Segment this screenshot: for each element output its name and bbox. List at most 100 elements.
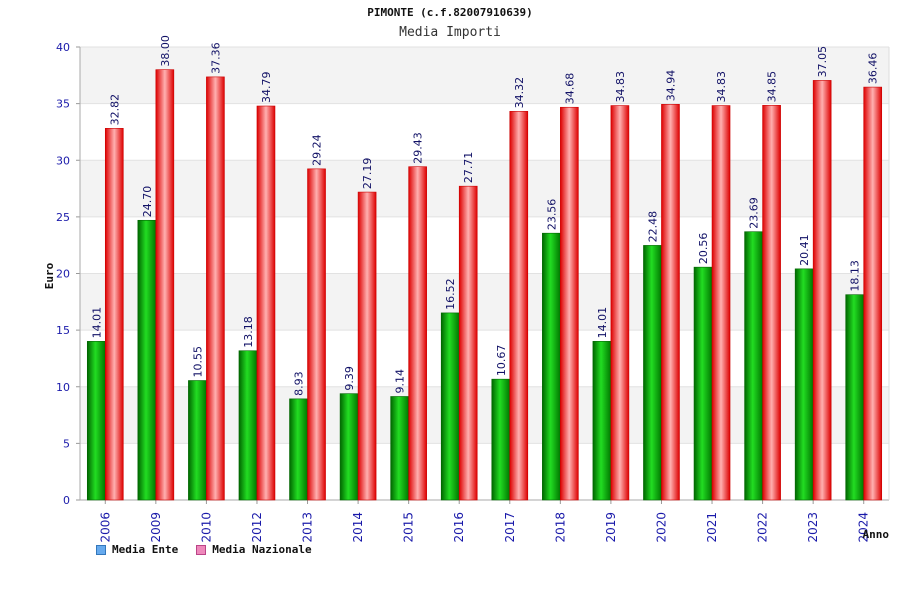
x-tick-label: 2021 bbox=[705, 512, 719, 543]
bar-media-nazionale bbox=[762, 105, 781, 501]
bar-media-ente bbox=[592, 341, 612, 501]
x-tick-label: 2013 bbox=[301, 512, 315, 543]
x-tick-label: 2009 bbox=[149, 512, 163, 543]
bars bbox=[86, 69, 883, 501]
data-label-media-nazionale: 34.83 bbox=[614, 71, 627, 103]
legend-swatch-media-ente bbox=[96, 544, 106, 555]
y-tick-label: 15 bbox=[56, 324, 70, 337]
data-label-media-ente: 23.69 bbox=[748, 197, 761, 229]
legend-label-media-ente: Media Ente bbox=[112, 543, 179, 556]
data-label-media-ente: 8.93 bbox=[293, 371, 306, 396]
y-tick-label: 0 bbox=[63, 494, 70, 507]
y-tick-label: 5 bbox=[63, 437, 70, 450]
chart-title: PIMONTE (c.f.82007910639) bbox=[367, 6, 533, 19]
bar-media-ente bbox=[643, 245, 662, 501]
x-tick-label: 2015 bbox=[402, 512, 416, 543]
data-label-media-ente: 23.56 bbox=[545, 199, 558, 231]
data-labels: 14.01 32.82 24.70 38.00 10.55 37.36 13.18 34.79… bbox=[90, 35, 879, 396]
x-tick-label: 2006 bbox=[98, 512, 112, 543]
legend-label-media-nazionale: Media Nazionale bbox=[212, 543, 312, 556]
y-tick-label: 25 bbox=[56, 211, 70, 224]
data-label-media-nazionale: 27.19 bbox=[361, 158, 374, 190]
data-label-media-nazionale: 34.79 bbox=[260, 72, 273, 104]
x-tick-label: 2012 bbox=[250, 512, 264, 543]
bar-media-nazionale bbox=[661, 104, 680, 501]
data-label-media-nazionale: 32.82 bbox=[108, 94, 121, 126]
bar-media-ente bbox=[137, 219, 157, 501]
data-label-media-nazionale: 34.83 bbox=[715, 71, 728, 103]
legend-item-media-ente: Media Ente bbox=[96, 543, 178, 556]
bar-media-ente bbox=[744, 231, 763, 501]
x-tick-label: 2019 bbox=[604, 512, 618, 543]
data-label-media-ente: 10.67 bbox=[495, 345, 508, 377]
bar-media-nazionale bbox=[711, 105, 731, 501]
bar-media-ente bbox=[339, 393, 359, 501]
bar-media-nazionale bbox=[256, 105, 276, 501]
bar-media-nazionale bbox=[812, 80, 832, 501]
bar-media-nazionale bbox=[863, 86, 883, 501]
y-axis-label: Euro bbox=[43, 262, 56, 289]
data-label-media-nazionale: 27.71 bbox=[462, 152, 475, 184]
x-tick-label: 2016 bbox=[452, 512, 466, 543]
x-tick-label: 2017 bbox=[503, 512, 517, 543]
x-tick-label: 2014 bbox=[351, 512, 365, 543]
legend: Media Ente Media Nazionale bbox=[96, 543, 312, 556]
bar-media-ente bbox=[289, 398, 308, 501]
bar-media-nazionale bbox=[307, 168, 326, 501]
data-label-media-nazionale: 34.94 bbox=[664, 70, 677, 102]
data-label-media-nazionale: 29.43 bbox=[412, 132, 425, 164]
legend-item-media-nazionale: Media Nazionale bbox=[196, 543, 312, 556]
bar-media-ente bbox=[238, 350, 258, 501]
bar-media-ente bbox=[188, 380, 207, 501]
data-label-media-ente: 20.56 bbox=[697, 233, 710, 265]
y-tick-label: 40 bbox=[56, 41, 70, 54]
data-label-media-ente: 22.48 bbox=[646, 211, 659, 243]
data-label-media-ente: 9.39 bbox=[343, 366, 356, 391]
bar-media-ente bbox=[542, 232, 561, 501]
data-label-media-nazionale: 34.32 bbox=[513, 77, 526, 109]
y-tick-label: 20 bbox=[56, 268, 70, 281]
bar-media-ente bbox=[440, 312, 460, 501]
data-label-media-nazionale: 34.68 bbox=[563, 73, 576, 105]
data-label-media-ente: 18.13 bbox=[849, 260, 862, 292]
x-tick-label: 2020 bbox=[654, 512, 668, 543]
data-label-media-ente: 14.01 bbox=[596, 307, 609, 339]
data-label-media-ente: 20.41 bbox=[798, 234, 811, 266]
bar-media-nazionale bbox=[357, 191, 377, 501]
x-tick-label: 2010 bbox=[199, 512, 213, 543]
x-tick-label: 2018 bbox=[553, 512, 567, 543]
bar-media-ente bbox=[693, 266, 713, 501]
data-label-media-nazionale: 38.00 bbox=[159, 35, 172, 67]
bar-media-nazionale bbox=[408, 166, 427, 501]
data-label-media-nazionale: 34.85 bbox=[766, 71, 779, 103]
bar-media-nazionale bbox=[104, 128, 124, 501]
bar-media-ente bbox=[86, 341, 106, 501]
bar-media-ente bbox=[390, 396, 409, 501]
x-axis-label: Anno bbox=[863, 528, 890, 541]
y-tick-label: 10 bbox=[56, 381, 70, 394]
x-tick-label: 2024 bbox=[857, 512, 871, 543]
bar-media-nazionale bbox=[206, 76, 225, 501]
chart-subtitle: Media Importi bbox=[399, 25, 501, 40]
x-tick-label: 2023 bbox=[806, 512, 820, 543]
bar-media-nazionale bbox=[155, 69, 175, 501]
data-label-media-nazionale: 36.46 bbox=[867, 53, 880, 85]
data-label-media-ente: 14.01 bbox=[90, 307, 103, 339]
data-label-media-ente: 16.52 bbox=[444, 278, 457, 310]
bar-media-ente bbox=[794, 268, 814, 501]
data-label-media-ente: 24.70 bbox=[141, 186, 154, 218]
legend-swatch-media-nazionale bbox=[196, 544, 207, 555]
bar-media-nazionale bbox=[458, 185, 478, 501]
data-label-media-ente: 10.55 bbox=[191, 346, 204, 378]
bar-media-ente bbox=[845, 294, 865, 501]
data-label-media-nazionale: 37.36 bbox=[209, 42, 222, 74]
bar-media-nazionale bbox=[560, 106, 579, 501]
x-tick-label: 2022 bbox=[756, 512, 770, 543]
bar-media-nazionale bbox=[509, 111, 529, 501]
y-tick-label: 30 bbox=[56, 154, 70, 167]
bar-media-ente bbox=[491, 378, 511, 501]
data-label-media-ente: 9.14 bbox=[394, 369, 407, 394]
data-label-media-nazionale: 29.24 bbox=[311, 134, 324, 166]
data-label-media-ente: 13.18 bbox=[242, 316, 255, 348]
